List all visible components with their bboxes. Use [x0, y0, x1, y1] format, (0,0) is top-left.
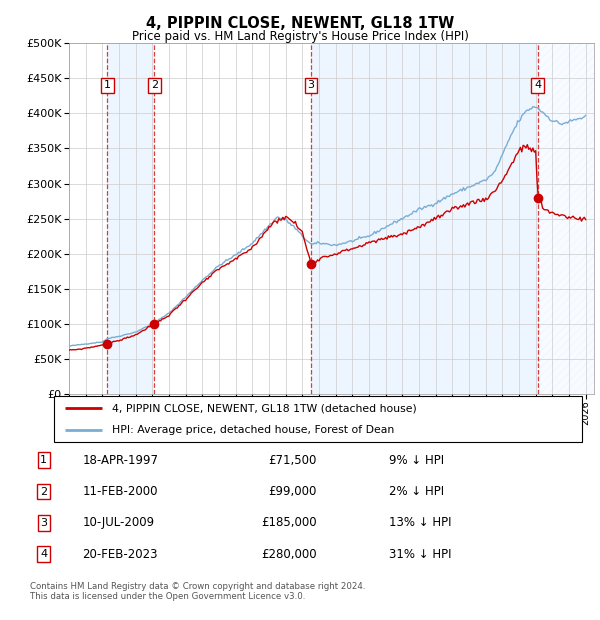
- Text: £99,000: £99,000: [269, 485, 317, 498]
- Text: 13% ↓ HPI: 13% ↓ HPI: [389, 516, 451, 529]
- Text: 4, PIPPIN CLOSE, NEWENT, GL18 1TW: 4, PIPPIN CLOSE, NEWENT, GL18 1TW: [146, 16, 454, 30]
- Text: Price paid vs. HM Land Registry's House Price Index (HPI): Price paid vs. HM Land Registry's House …: [131, 30, 469, 43]
- Text: 4: 4: [40, 549, 47, 559]
- Text: 18-APR-1997: 18-APR-1997: [82, 454, 158, 467]
- Text: 9% ↓ HPI: 9% ↓ HPI: [389, 454, 444, 467]
- Text: 11-FEB-2000: 11-FEB-2000: [82, 485, 158, 498]
- Text: 4: 4: [534, 81, 541, 91]
- Text: £185,000: £185,000: [262, 516, 317, 529]
- Bar: [538, 43, 594, 394]
- Text: 3: 3: [40, 518, 47, 528]
- Text: HPI: Average price, detached house, Forest of Dean: HPI: Average price, detached house, Fore…: [112, 425, 394, 435]
- Text: 1: 1: [40, 455, 47, 465]
- Bar: [311, 43, 538, 394]
- Text: 20-FEB-2023: 20-FEB-2023: [82, 547, 158, 560]
- Text: 1: 1: [104, 81, 111, 91]
- Text: Contains HM Land Registry data © Crown copyright and database right 2024.
This d: Contains HM Land Registry data © Crown c…: [30, 582, 365, 601]
- Text: 4, PIPPIN CLOSE, NEWENT, GL18 1TW (detached house): 4, PIPPIN CLOSE, NEWENT, GL18 1TW (detac…: [112, 403, 417, 413]
- Text: 31% ↓ HPI: 31% ↓ HPI: [389, 547, 451, 560]
- Bar: [107, 43, 154, 394]
- Text: £71,500: £71,500: [269, 454, 317, 467]
- Text: £280,000: £280,000: [262, 547, 317, 560]
- Text: 3: 3: [308, 81, 314, 91]
- Text: 2: 2: [40, 487, 47, 497]
- Text: 2% ↓ HPI: 2% ↓ HPI: [389, 485, 444, 498]
- Text: 2: 2: [151, 81, 158, 91]
- Text: 10-JUL-2009: 10-JUL-2009: [82, 516, 155, 529]
- FancyBboxPatch shape: [54, 396, 582, 442]
